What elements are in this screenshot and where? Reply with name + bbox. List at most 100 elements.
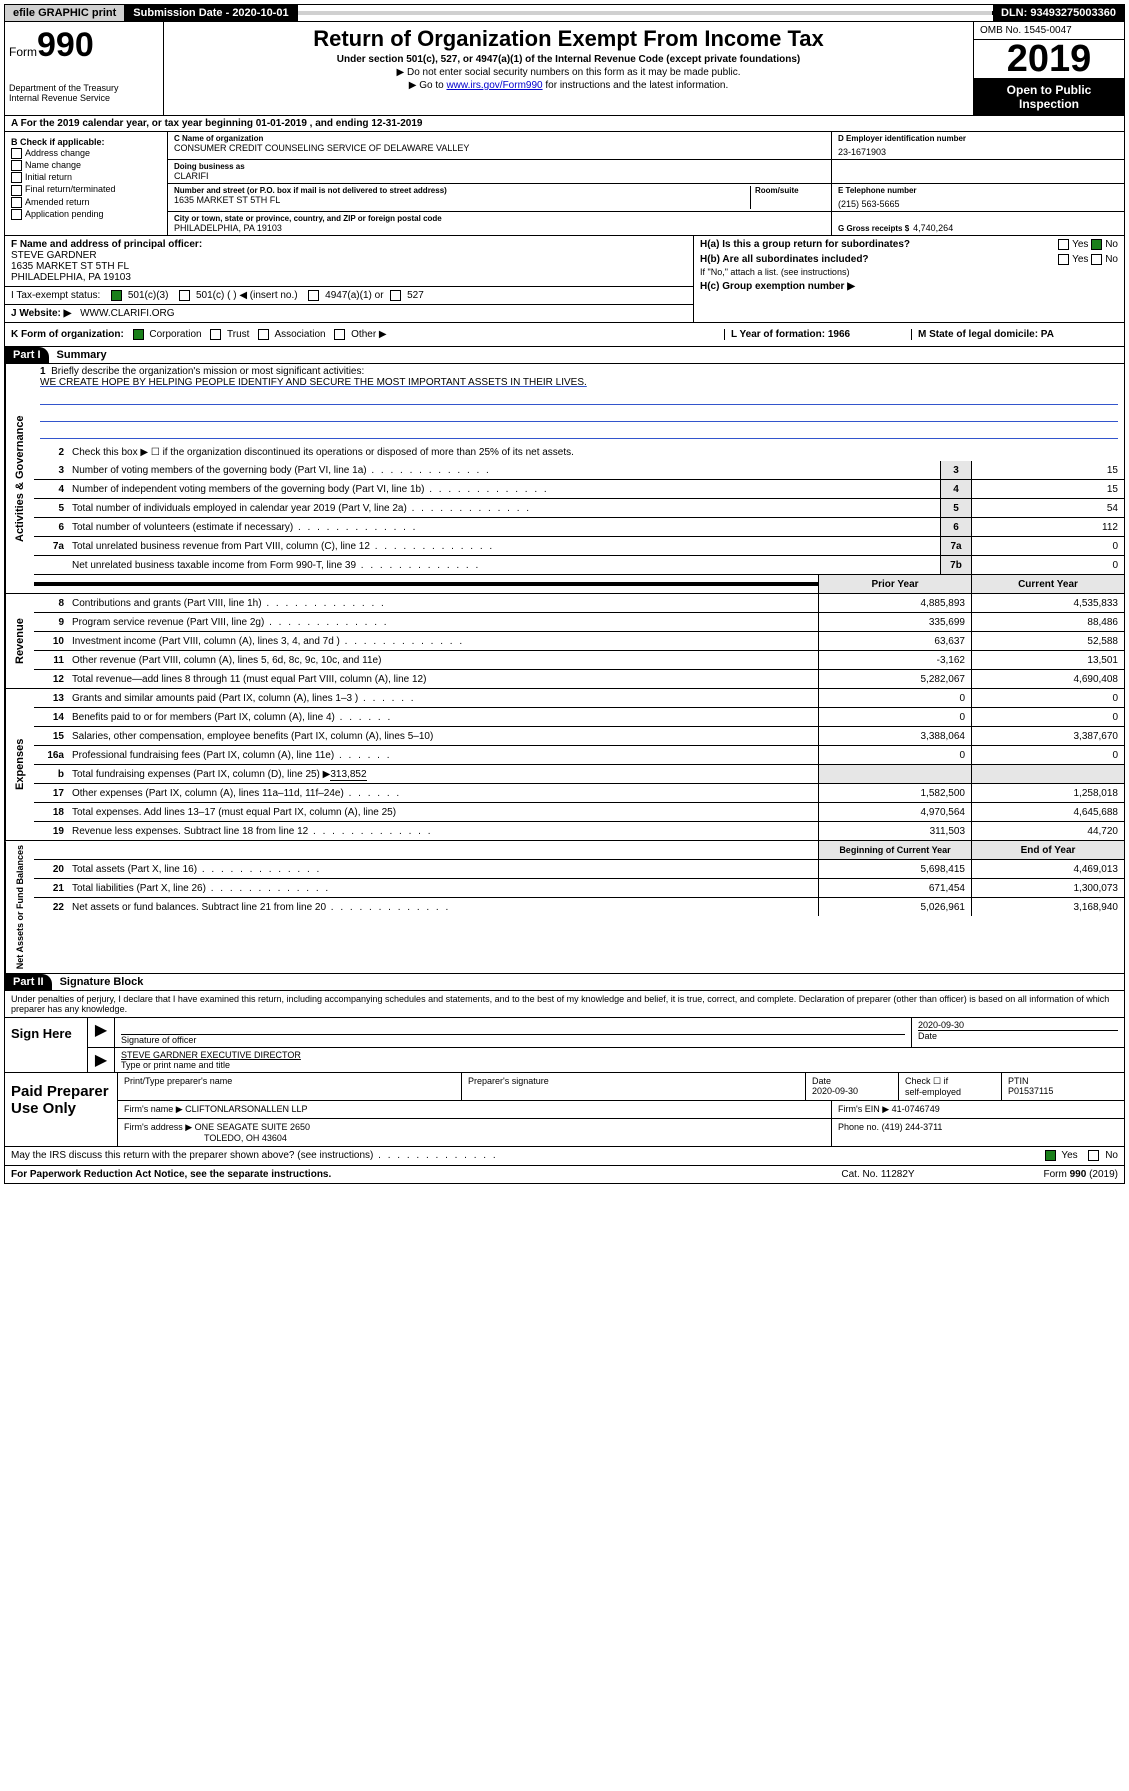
r18: Total expenses. Add lines 13–17 (must eq… — [68, 805, 818, 820]
c-room-label: Room/suite — [755, 186, 825, 195]
p22: 5,026,961 — [818, 898, 971, 916]
sig-name: STEVE GARDNER EXECUTIVE DIRECTOR — [121, 1050, 1118, 1060]
chk-discuss-yes[interactable] — [1045, 1150, 1056, 1161]
q7b-text: Net unrelated business taxable income fr… — [68, 558, 940, 573]
chk-4947[interactable] — [308, 290, 319, 301]
chk-hb-no[interactable] — [1091, 254, 1102, 265]
lbl-yes2: Yes — [1072, 254, 1088, 265]
chk-initial-return[interactable] — [11, 172, 22, 183]
part1-title: Summary — [49, 347, 115, 363]
chk-address-change[interactable] — [11, 148, 22, 159]
m-state: M State of legal domicile: PA — [918, 329, 1054, 340]
chk-assoc[interactable] — [258, 329, 269, 340]
c-name-label: C Name of organization — [174, 134, 825, 143]
hdr-current: Current Year — [971, 575, 1124, 593]
j-value: WWW.CLARIFI.ORG — [80, 308, 174, 319]
part2-tag: Part II — [5, 974, 52, 990]
chk-501c3[interactable] — [111, 290, 122, 301]
col-b-checkboxes: B Check if applicable: Address change Na… — [5, 132, 168, 235]
hdr-end: End of Year — [971, 841, 1124, 859]
v7a: 0 — [971, 537, 1124, 555]
r21: Total liabilities (Part X, line 26) — [68, 881, 818, 896]
c-city-label: City or town, state or province, country… — [174, 214, 825, 223]
prep-selfemp-a: Check ☐ if — [905, 1076, 948, 1086]
c14: 0 — [971, 708, 1124, 726]
q7a-text: Total unrelated business revenue from Pa… — [68, 539, 940, 554]
dln-label: DLN: 93493275003360 — [993, 5, 1124, 21]
section-revenue: Revenue 8Contributions and grants (Part … — [4, 594, 1125, 689]
c9: 88,486 — [971, 613, 1124, 631]
v6: 112 — [971, 518, 1124, 536]
chk-trust[interactable] — [210, 329, 221, 340]
chk-name-change[interactable] — [11, 160, 22, 171]
footer-yes: Yes — [1061, 1151, 1077, 1162]
q3-text: Number of voting members of the governin… — [68, 463, 940, 478]
arrow-icon: ▶ — [88, 1018, 115, 1047]
r17: Other expenses (Part IX, column (A), lin… — [68, 786, 818, 801]
form-note2: ▶ Go to www.irs.gov/Form990 for instruct… — [168, 80, 969, 91]
b-title: B Check if applicable: — [11, 137, 161, 147]
chk-ha-yes[interactable] — [1058, 239, 1069, 250]
irs-link[interactable]: www.irs.gov/Form990 — [446, 80, 542, 91]
k-label: K Form of organization: — [11, 329, 124, 340]
form-number: 990 — [37, 26, 94, 64]
r10: Investment income (Part VIII, column (A)… — [68, 634, 818, 649]
chk-hb-yes[interactable] — [1058, 254, 1069, 265]
side-expenses: Expenses — [5, 689, 34, 840]
part1-tag: Part I — [5, 347, 49, 363]
chk-amended[interactable] — [11, 197, 22, 208]
chk-application-pending[interactable] — [11, 209, 22, 220]
chk-final-return[interactable] — [11, 185, 22, 196]
p16a: 0 — [818, 746, 971, 764]
p9: 335,699 — [818, 613, 971, 631]
q4-text: Number of independent voting members of … — [68, 482, 940, 497]
footer-discuss: May the IRS discuss this return with the… — [4, 1147, 1125, 1165]
r16b-val: 313,852 — [330, 769, 366, 781]
chk-527[interactable] — [390, 290, 401, 301]
firm-ein: 41-0746749 — [892, 1104, 940, 1114]
p21: 671,454 — [818, 879, 971, 897]
efile-label[interactable]: efile GRAPHIC print — [5, 5, 125, 21]
firm-name-lbl: Firm's name ▶ — [124, 1104, 183, 1114]
lbl-initial-return: Initial return — [25, 172, 72, 182]
block-bcdefg: B Check if applicable: Address change Na… — [4, 132, 1125, 236]
sig-officer-label: Signature of officer — [121, 1035, 905, 1045]
p12: 5,282,067 — [818, 670, 971, 688]
lbl-assoc: Association — [274, 329, 325, 340]
col-cg: C Name of organization CONSUMER CREDIT C… — [168, 132, 1124, 235]
c-addr-label: Number and street (or P.O. box if mail i… — [174, 186, 750, 195]
f-addr1: 1635 MARKET ST 5TH FL — [11, 261, 129, 272]
firm-addr2: TOLEDO, OH 43604 — [204, 1133, 287, 1143]
lbl-name-change: Name change — [25, 160, 81, 170]
lbl-corp: Corporation — [149, 329, 201, 340]
chk-discuss-no[interactable] — [1088, 1150, 1099, 1161]
footer-no: No — [1105, 1151, 1118, 1162]
paid-preparer-block: Paid Preparer Use Only Print/Type prepar… — [4, 1073, 1125, 1147]
chk-501c[interactable] — [179, 290, 190, 301]
j-website: J Website: ▶ WWW.CLARIFI.ORG — [5, 305, 693, 322]
form-right-cell: OMB No. 1545-0047 2019 Open to Public In… — [974, 22, 1124, 115]
chk-corp[interactable] — [133, 329, 144, 340]
d-ein-label: D Employer identification number — [838, 134, 1118, 143]
i-label: I Tax-exempt status: — [11, 290, 100, 301]
r9: Program service revenue (Part VIII, line… — [68, 615, 818, 630]
c-dba-label: Doing business as — [174, 162, 825, 171]
c12: 4,690,408 — [971, 670, 1124, 688]
chk-other[interactable] — [334, 329, 345, 340]
p14: 0 — [818, 708, 971, 726]
j-label: J Website: ▶ — [11, 308, 71, 319]
hdr-begin: Beginning of Current Year — [818, 841, 971, 859]
c11: 13,501 — [971, 651, 1124, 669]
c15: 3,387,670 — [971, 727, 1124, 745]
firm-addr-lbl: Firm's address ▶ — [124, 1122, 192, 1132]
chk-ha-no[interactable] — [1091, 239, 1102, 250]
form-note1: ▶ Do not enter social security numbers o… — [168, 67, 969, 78]
firm-addr1: ONE SEAGATE SUITE 2650 — [195, 1122, 310, 1132]
c16a: 0 — [971, 746, 1124, 764]
hb-note: If "No," attach a list. (see instruction… — [700, 267, 1118, 277]
c-name-value: CONSUMER CREDIT COUNSELING SERVICE OF DE… — [174, 143, 825, 153]
e-phone-value: (215) 563-5665 — [838, 199, 1118, 209]
p10: 63,637 — [818, 632, 971, 650]
p13: 0 — [818, 689, 971, 707]
lbl-no2: No — [1105, 254, 1118, 265]
